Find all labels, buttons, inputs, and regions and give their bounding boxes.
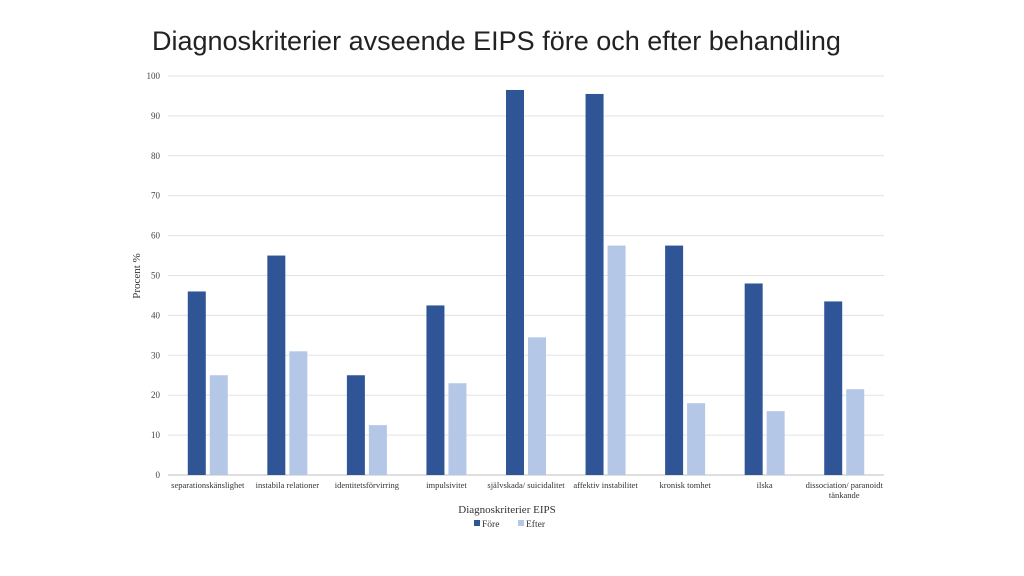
x-category-label: dissociation/ paranoidt tänkande bbox=[806, 480, 884, 500]
bar-fore bbox=[585, 93, 604, 475]
slide-title: Diagnoskriterier avseende EIPS före och … bbox=[152, 26, 841, 56]
bar-efter bbox=[528, 337, 546, 475]
bars bbox=[187, 89, 865, 475]
bar-fore bbox=[267, 255, 286, 475]
bar-efter bbox=[209, 375, 228, 475]
bar-fore bbox=[744, 283, 763, 475]
bar-efter bbox=[607, 245, 626, 475]
legend-swatch bbox=[518, 520, 524, 526]
x-category-label: affektiv instabilitet bbox=[573, 480, 638, 490]
x-category-label: ilska bbox=[757, 480, 773, 490]
bar-fore bbox=[187, 291, 206, 475]
bar-efter bbox=[846, 389, 865, 475]
y-tick-label: 90 bbox=[151, 111, 161, 121]
bar-efter bbox=[368, 425, 387, 475]
bar-efter bbox=[448, 383, 467, 475]
x-category-label: separationskänslighet bbox=[171, 480, 245, 490]
y-tick-label: 0 bbox=[156, 470, 161, 480]
x-category-label: instabila relationer bbox=[256, 480, 320, 490]
y-axis-ticks: 0 10 20 30 40 50 60 70 80 90 100 bbox=[147, 71, 161, 480]
legend-label: Före bbox=[482, 520, 499, 530]
y-tick-label: 100 bbox=[147, 71, 161, 81]
x-category-label: självskada/ suicidalitet bbox=[487, 480, 565, 490]
gridlines bbox=[168, 75, 884, 476]
bar-fore bbox=[426, 305, 445, 475]
bar-efter bbox=[289, 351, 308, 475]
x-category-label: kronisk tomhet bbox=[659, 480, 711, 490]
y-axis-title: Procent % bbox=[131, 253, 143, 299]
bar-fore bbox=[665, 245, 684, 475]
bar-fore bbox=[824, 301, 843, 475]
y-tick-label: 30 bbox=[151, 350, 161, 360]
y-tick-label: 70 bbox=[151, 191, 161, 201]
x-category-label: impulsivitet bbox=[426, 480, 467, 490]
bar-fore bbox=[506, 89, 524, 475]
legend-swatch bbox=[474, 520, 480, 526]
y-tick-label: 50 bbox=[151, 271, 161, 281]
y-tick-label: 20 bbox=[151, 390, 161, 400]
x-axis-categories: separationskänslighet instabila relatione… bbox=[171, 480, 883, 500]
legend-label: Efter bbox=[526, 519, 546, 530]
y-tick-label: 40 bbox=[151, 310, 161, 320]
legend: Före Efter bbox=[474, 519, 546, 530]
y-tick-label: 60 bbox=[151, 231, 161, 241]
bar-fore bbox=[346, 375, 365, 475]
bar-efter bbox=[766, 411, 785, 475]
x-category-label: identitetsförvirring bbox=[335, 480, 400, 490]
y-tick-label: 10 bbox=[151, 430, 161, 440]
x-axis-title: Diagnoskriterier EIPS bbox=[458, 504, 555, 516]
y-tick-label: 80 bbox=[151, 151, 161, 161]
bar-efter bbox=[687, 403, 706, 475]
